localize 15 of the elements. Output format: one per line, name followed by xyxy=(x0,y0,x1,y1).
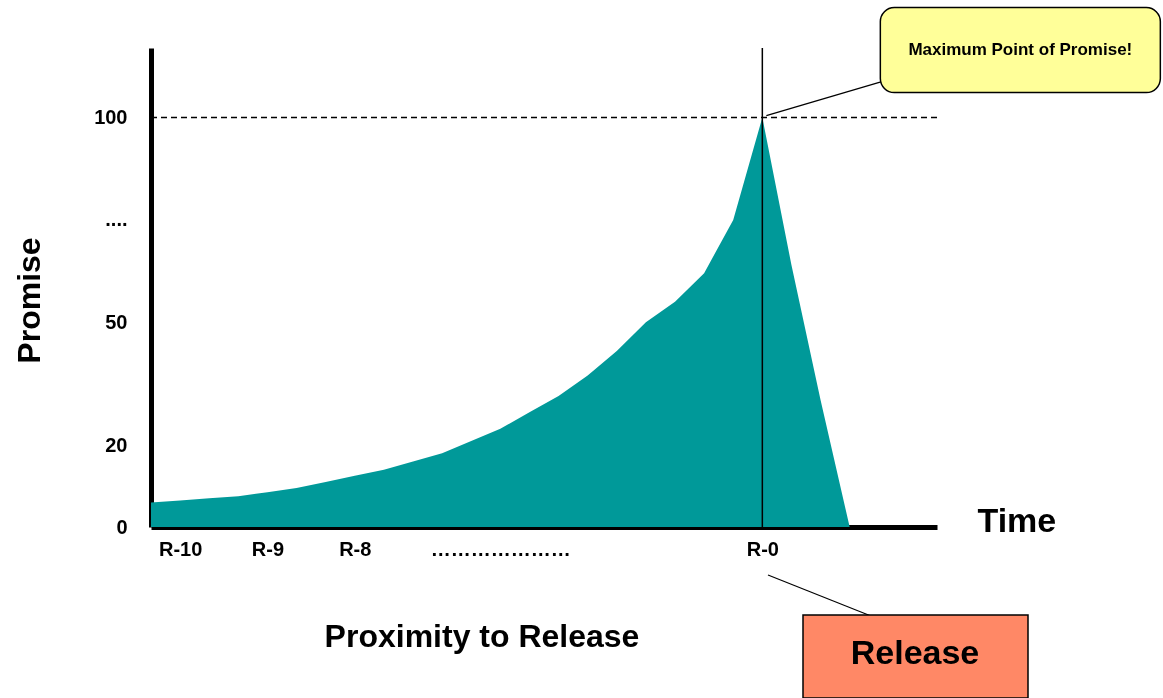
annotation: Maximum Point of Promise! xyxy=(908,39,1133,59)
y-tick-label: 50 xyxy=(105,310,128,333)
y-tick-label: 20 xyxy=(105,433,128,456)
y-tick-label: 100 xyxy=(94,106,128,129)
text: Proximity to Release xyxy=(324,618,640,654)
y-axis-title: Promise xyxy=(10,237,47,364)
x-tick-label: ………………… xyxy=(430,537,571,560)
x-tick-label: R-10 xyxy=(158,537,203,560)
y-tick-label: 0 xyxy=(116,515,128,538)
y-tick-label: .... xyxy=(105,208,128,231)
text: Release xyxy=(850,633,980,671)
x-axis-title: Time xyxy=(977,500,1057,539)
x-tick-label: R-0 xyxy=(746,537,779,560)
x-tick-label: R-9 xyxy=(251,537,285,560)
x-tick-label: R-8 xyxy=(339,537,372,560)
